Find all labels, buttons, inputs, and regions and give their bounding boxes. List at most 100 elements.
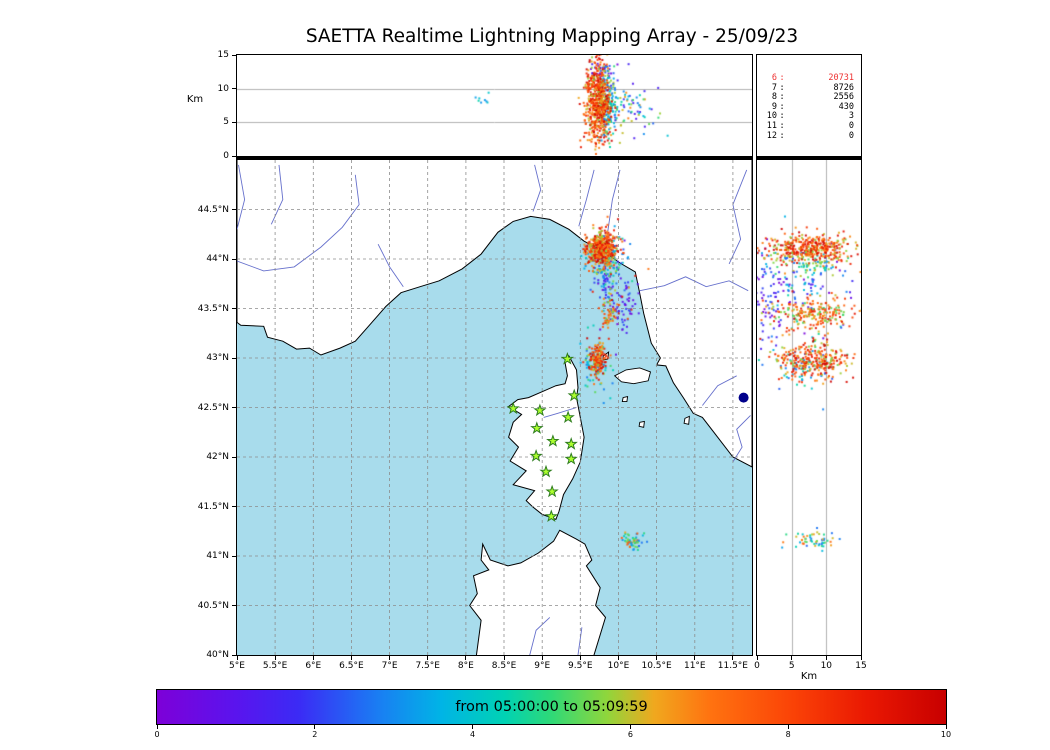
lon-tick-label: 8.5°E bbox=[491, 661, 517, 671]
lon-tick-label: 7°E bbox=[381, 661, 398, 671]
lon-tick-label: 9.5°E bbox=[568, 661, 593, 671]
lat-tick-label: 41°N bbox=[206, 551, 229, 561]
km-tick bbox=[756, 656, 758, 660]
station-count-value: 0 bbox=[848, 130, 854, 141]
km-tick-label: 0 bbox=[754, 661, 760, 671]
lat-tick-label: 44°N bbox=[206, 254, 229, 264]
colorbar-tick bbox=[945, 725, 947, 729]
station-count-rows: 6: 20731 7: 8726 8: 2556 9: 430 10: 3 11: 0 12: 0 bbox=[757, 55, 861, 141]
altitude-axis-label-left: Km bbox=[186, 94, 204, 105]
lon-tick bbox=[350, 656, 352, 660]
lat-tick-label: 40.5°N bbox=[197, 600, 229, 611]
map-panel bbox=[236, 159, 753, 656]
lon-tick-label: 11°E bbox=[683, 661, 706, 671]
station-count-colon: : bbox=[779, 130, 785, 141]
lon-tick bbox=[274, 656, 276, 660]
station-count-row: 6: 20731 bbox=[757, 73, 861, 84]
altitude-longitude-panel bbox=[236, 54, 753, 159]
alt-lat-scatter-canvas bbox=[757, 160, 861, 655]
map-scatter-canvas bbox=[237, 160, 752, 655]
colorbar-tick-label: 10 bbox=[940, 730, 952, 739]
lon-tick-label: 6.5°E bbox=[339, 661, 364, 671]
lon-tick bbox=[465, 656, 467, 660]
alt-lon-scatter-canvas bbox=[237, 55, 752, 156]
colorbar-tick-label: 0 bbox=[154, 730, 160, 739]
lat-tick-label: 41.5°N bbox=[197, 501, 229, 512]
lon-tick-label: 8°E bbox=[457, 661, 474, 671]
km-tick-label: 15 bbox=[855, 661, 867, 671]
colorbar-tick-label: 4 bbox=[470, 730, 476, 739]
alt-tick-label: 0 bbox=[223, 151, 229, 161]
station-count-colon: : bbox=[779, 73, 785, 83]
colorbar-tick bbox=[629, 725, 631, 729]
colorbar-tick bbox=[314, 725, 316, 729]
colorbar-tick bbox=[787, 725, 789, 729]
lat-tick-label: 42°N bbox=[206, 452, 229, 462]
lat-tick-label: 42.5°N bbox=[197, 402, 229, 413]
alt-tick-label: 5 bbox=[223, 117, 229, 128]
lat-tick-label: 43°N bbox=[206, 353, 229, 363]
colorbar-tick-label: 6 bbox=[627, 730, 633, 739]
lon-tick-label: 7.5°E bbox=[415, 661, 440, 671]
station-count-label: 10 bbox=[766, 111, 777, 122]
station-count-colon: : bbox=[779, 82, 785, 93]
station-count-row: 7: 8726 bbox=[757, 82, 861, 94]
lon-tick-label: 10°E bbox=[607, 661, 630, 671]
station-count-colon: : bbox=[779, 101, 785, 112]
lat-tick-label: 43.5°N bbox=[197, 303, 229, 314]
colorbar-label: from 05:00:00 to 05:09:59 bbox=[455, 699, 648, 715]
lon-tick bbox=[427, 656, 429, 660]
lon-tick-label: 11.5°E bbox=[717, 661, 748, 671]
colorbar-tick-label: 8 bbox=[785, 730, 791, 739]
alt-tick-label: 10 bbox=[217, 83, 229, 94]
colorbar-tick bbox=[472, 725, 474, 729]
station-count-value: 2556 bbox=[833, 92, 854, 103]
station-count-colon: : bbox=[779, 92, 785, 103]
lon-tick bbox=[579, 656, 581, 660]
colorbar-tick bbox=[156, 725, 158, 729]
station-count-value: 430 bbox=[838, 101, 854, 112]
station-count-label: 9 bbox=[771, 101, 777, 112]
lon-tick bbox=[312, 656, 314, 660]
km-tick bbox=[825, 656, 827, 660]
station-count-panel: 6: 20731 7: 8726 8: 2556 9: 430 10: 3 11: 0 12: 0 bbox=[756, 54, 862, 159]
station-count-row: 9: 430 bbox=[757, 101, 861, 113]
km-tick bbox=[860, 656, 862, 660]
figure-title: SAETTA Realtime Lightning Mapping Array … bbox=[305, 26, 799, 47]
station-count-colon: : bbox=[779, 120, 785, 131]
km-tick bbox=[791, 656, 793, 660]
station-count-label: 12 bbox=[766, 130, 777, 141]
colorbar-tick-label: 2 bbox=[312, 730, 318, 739]
lon-tick bbox=[503, 656, 505, 660]
station-count-value: 0 bbox=[848, 120, 854, 131]
alt-tick-label: 15 bbox=[217, 50, 229, 60]
station-count-row: 11: 0 bbox=[757, 120, 861, 132]
station-count-label: 11 bbox=[766, 120, 777, 131]
station-count-label: 7 bbox=[771, 82, 777, 93]
station-count-row: 8: 2556 bbox=[757, 93, 861, 103]
lon-tick bbox=[656, 656, 658, 660]
km-tick-label: 5 bbox=[788, 661, 795, 671]
lon-tick-label: 5°E bbox=[229, 661, 245, 671]
lon-tick bbox=[236, 656, 238, 660]
lon-tick bbox=[732, 656, 734, 660]
station-count-colon: : bbox=[779, 111, 785, 122]
lat-tick-label: 40°N bbox=[206, 650, 229, 660]
km-tick-label: 10 bbox=[820, 661, 833, 671]
lon-tick-label: 6°E bbox=[305, 661, 322, 671]
lon-tick bbox=[389, 656, 391, 660]
station-count-value: 8726 bbox=[833, 82, 854, 93]
lon-tick bbox=[694, 656, 696, 660]
station-count-row: 10: 3 bbox=[757, 112, 861, 122]
colorbar: from 05:00:00 to 05:09:59 bbox=[156, 689, 947, 725]
station-count-label: 8 bbox=[771, 92, 777, 103]
altitude-latitude-panel bbox=[756, 159, 862, 656]
altitude-axis-label-bottom: Km bbox=[800, 671, 818, 682]
lat-tick-label: 44.5°N bbox=[197, 204, 229, 215]
lon-tick-label: 10.5°E bbox=[641, 661, 672, 671]
station-count-row: 12: 0 bbox=[757, 130, 861, 142]
station-count-label: 6 bbox=[771, 73, 777, 83]
lon-tick-label: 9°E bbox=[534, 661, 551, 671]
colorbar-gradient: from 05:00:00 to 05:09:59 bbox=[157, 690, 946, 724]
lon-tick bbox=[618, 656, 619, 660]
